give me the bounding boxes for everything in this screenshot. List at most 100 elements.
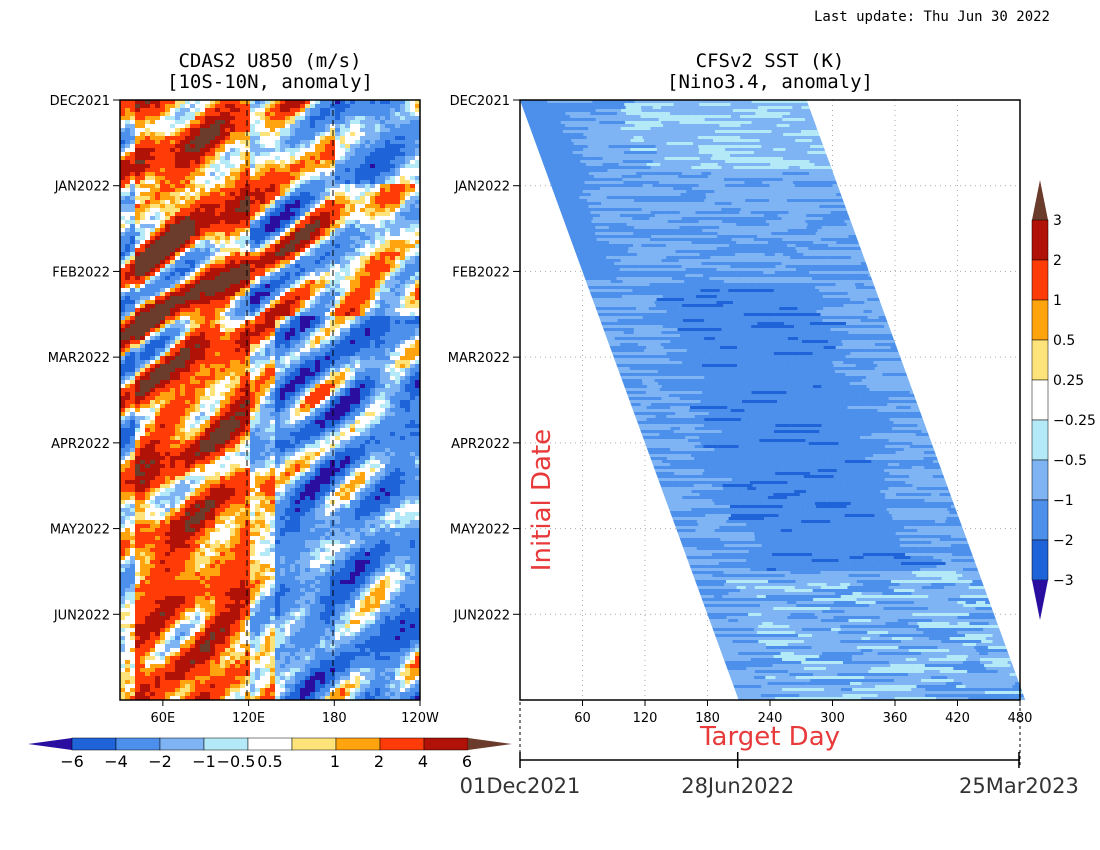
- u850-cell: [400, 368, 406, 373]
- u850-cell: [380, 336, 386, 341]
- u850-cell: [180, 104, 186, 109]
- u850-cell: [305, 148, 311, 153]
- u850-cell: [410, 196, 416, 201]
- u850-cell: [415, 316, 420, 321]
- u850-cell: [265, 320, 271, 325]
- u850-cell: [145, 372, 151, 377]
- u850-cell: [190, 400, 196, 405]
- u850-cell: [185, 164, 191, 169]
- u850-cell: [415, 376, 420, 381]
- u850-cell: [185, 276, 191, 281]
- u850-cell: [265, 364, 271, 369]
- u850-cell: [345, 288, 351, 293]
- u850-cell: [350, 396, 356, 401]
- u850-cell: [185, 128, 191, 133]
- u850-cell: [350, 220, 356, 225]
- u850-cell: [340, 268, 346, 273]
- u850-cell: [210, 380, 216, 385]
- u850-cell: [185, 280, 191, 285]
- u850-cell: [345, 284, 351, 289]
- u850-cell: [380, 256, 386, 261]
- u850-cell: [255, 208, 261, 213]
- u850-cell: [240, 188, 246, 193]
- u850-cell: [145, 336, 151, 341]
- u850-cell: [375, 332, 381, 337]
- u850-cell: [215, 220, 221, 225]
- u850-cell: [340, 164, 346, 169]
- u850-cell: [280, 152, 286, 157]
- u850-cell: [175, 244, 181, 249]
- u850-cell: [195, 416, 201, 421]
- u850-cell: [200, 420, 206, 425]
- u850-cell: [370, 384, 376, 389]
- u850-cell: [135, 372, 141, 377]
- u850-cell: [300, 136, 306, 141]
- u850-cell: [215, 332, 221, 337]
- u850-cell: [200, 296, 206, 301]
- u850-cell: [305, 320, 311, 325]
- u850-cell: [285, 200, 291, 205]
- u850-cell: [155, 340, 161, 345]
- u850-cell: [135, 284, 141, 289]
- u850-cell: [175, 140, 181, 145]
- u850-cell: [175, 160, 181, 165]
- u850-cell: [145, 104, 151, 109]
- u850-cell: [170, 396, 176, 401]
- u850-cell: [320, 196, 326, 201]
- u850-cell: [275, 380, 281, 385]
- u850-cell: [250, 412, 256, 417]
- u850-cell: [405, 156, 411, 161]
- u850-cell: [225, 128, 231, 133]
- u850-cell: [380, 292, 386, 297]
- u850-cell: [205, 424, 211, 429]
- u850-cell: [310, 276, 316, 281]
- u850-cell: [145, 216, 151, 221]
- u850-cell: [350, 356, 356, 361]
- u850-cell: [270, 252, 276, 257]
- u850-cell: [200, 180, 206, 185]
- u850-cell: [205, 300, 211, 305]
- u850-cell: [235, 252, 241, 257]
- u850-cell: [280, 104, 286, 109]
- u850-cell: [230, 296, 236, 301]
- u850-cell: [275, 344, 281, 349]
- u850-cell: [325, 308, 331, 313]
- u850-cell: [310, 104, 316, 109]
- u850-cell: [175, 404, 181, 409]
- u850-cell: [160, 176, 166, 181]
- u850-cell: [215, 200, 221, 205]
- u850-cell: [240, 300, 246, 305]
- u850-cell: [340, 344, 346, 349]
- u850-cell: [180, 148, 186, 153]
- u850-cell: [335, 380, 341, 385]
- u850-cell: [155, 152, 161, 157]
- u850-cell: [340, 408, 346, 413]
- u850-cell: [250, 228, 256, 233]
- u850-cell: [265, 108, 271, 113]
- u850-cell: [390, 344, 396, 349]
- u850-cell: [175, 312, 181, 317]
- u850-cell: [120, 408, 126, 413]
- u850-cell: [120, 340, 126, 345]
- u850-cell: [290, 340, 296, 345]
- u850-cell: [230, 308, 236, 313]
- u850-cell: [190, 276, 196, 281]
- u850-cell: [185, 300, 191, 305]
- u850-cell: [175, 332, 181, 337]
- u850-cell: [195, 152, 201, 157]
- u850-cell: [305, 236, 311, 241]
- u850-cell: [390, 148, 396, 153]
- u850-cell: [370, 232, 376, 237]
- u850-cell: [230, 316, 236, 321]
- u850-cell: [130, 340, 136, 345]
- u850-cell: [220, 264, 226, 269]
- u850-cell: [215, 164, 221, 169]
- u850-cell: [260, 272, 266, 277]
- u850-cell: [385, 428, 391, 433]
- u850-cell: [395, 404, 401, 409]
- u850-cell: [355, 164, 361, 169]
- u850-cell: [265, 208, 271, 213]
- u850-cell: [185, 152, 191, 157]
- u850-cell: [240, 240, 246, 245]
- u850-cell: [195, 120, 201, 125]
